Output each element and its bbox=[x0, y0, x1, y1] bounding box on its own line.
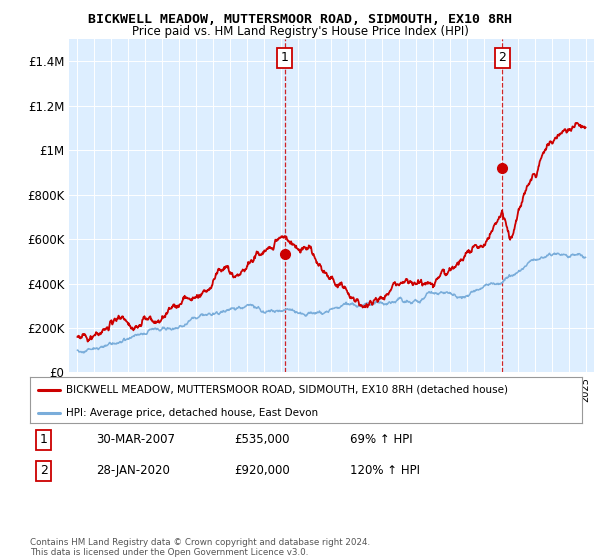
Text: £535,000: £535,000 bbox=[234, 433, 290, 446]
Text: 69% ↑ HPI: 69% ↑ HPI bbox=[350, 433, 413, 446]
Text: 1: 1 bbox=[281, 51, 289, 64]
Text: £920,000: £920,000 bbox=[234, 464, 290, 478]
Text: 120% ↑ HPI: 120% ↑ HPI bbox=[350, 464, 420, 478]
Text: 1: 1 bbox=[40, 433, 48, 446]
Text: 2: 2 bbox=[40, 464, 48, 478]
Text: 28-JAN-2020: 28-JAN-2020 bbox=[96, 464, 170, 478]
Text: Price paid vs. HM Land Registry's House Price Index (HPI): Price paid vs. HM Land Registry's House … bbox=[131, 25, 469, 38]
Text: 30-MAR-2007: 30-MAR-2007 bbox=[96, 433, 175, 446]
Text: Contains HM Land Registry data © Crown copyright and database right 2024.
This d: Contains HM Land Registry data © Crown c… bbox=[30, 538, 370, 557]
Text: BICKWELL MEADOW, MUTTERSMOOR ROAD, SIDMOUTH, EX10 8RH: BICKWELL MEADOW, MUTTERSMOOR ROAD, SIDMO… bbox=[88, 13, 512, 26]
Text: BICKWELL MEADOW, MUTTERSMOOR ROAD, SIDMOUTH, EX10 8RH (detached house): BICKWELL MEADOW, MUTTERSMOOR ROAD, SIDMO… bbox=[66, 385, 508, 395]
Text: 2: 2 bbox=[498, 51, 506, 64]
Text: HPI: Average price, detached house, East Devon: HPI: Average price, detached house, East… bbox=[66, 408, 318, 418]
